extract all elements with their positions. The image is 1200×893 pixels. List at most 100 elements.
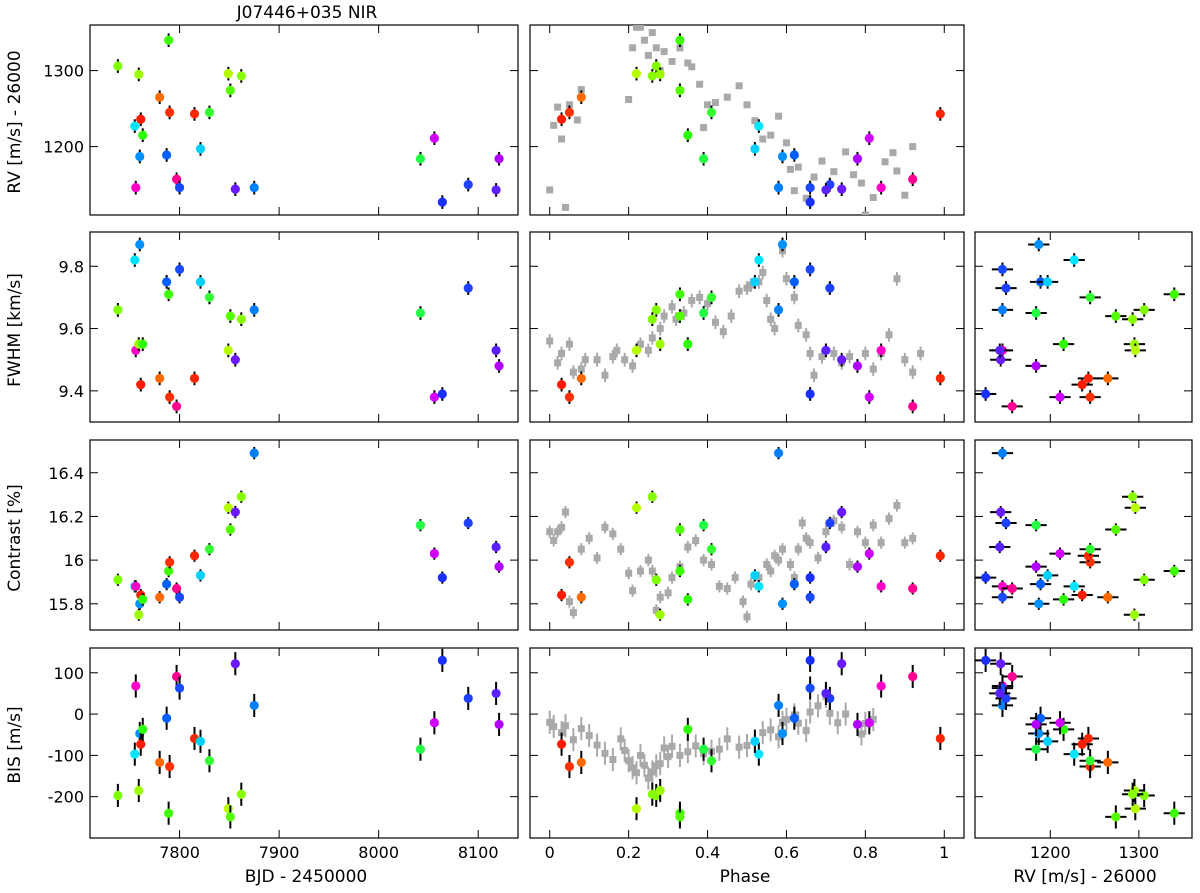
comparison-point — [786, 560, 794, 568]
comparison-point — [794, 321, 802, 329]
points-group — [113, 33, 504, 209]
comparison-point — [814, 554, 822, 562]
data-point — [647, 789, 657, 799]
comparison-point — [810, 173, 818, 181]
data-point — [576, 92, 586, 102]
data-point — [164, 566, 174, 576]
data-point — [204, 292, 215, 303]
x-tick-label: 7800 — [159, 843, 200, 862]
data-point — [1069, 581, 1079, 591]
data-point — [1031, 520, 1041, 530]
data-point — [429, 133, 439, 143]
comparison-point — [636, 751, 644, 759]
data-point — [113, 575, 123, 585]
data-point — [935, 733, 945, 744]
points-group — [546, 648, 945, 829]
data-point — [1083, 373, 1093, 383]
data-point — [564, 107, 575, 117]
data-point — [437, 197, 447, 207]
data-point — [1130, 503, 1140, 513]
data-point — [1043, 570, 1053, 581]
x-tick-label: 7900 — [259, 843, 300, 862]
comparison-point — [558, 523, 566, 531]
comparison-point — [794, 545, 802, 553]
x-tick-label: 8000 — [358, 843, 399, 862]
comparison-point — [743, 101, 751, 109]
comparison-point — [723, 585, 731, 593]
data-point — [754, 255, 764, 265]
comparison-point — [577, 365, 585, 373]
data-point — [162, 150, 172, 160]
comparison-point — [601, 749, 609, 757]
data-point — [1077, 590, 1087, 600]
data-point — [1169, 289, 1179, 299]
comparison-point — [885, 515, 893, 523]
data-point — [675, 289, 685, 299]
comparison-point — [893, 502, 901, 510]
comparison-point — [826, 709, 834, 717]
comparison-point — [656, 325, 664, 333]
data-point — [777, 599, 788, 609]
comparison-point — [751, 117, 759, 125]
ylabel-rv: RV [m/s] - 26000 — [5, 50, 25, 193]
comparison-point — [550, 722, 558, 730]
comparison-point — [775, 733, 783, 741]
data-point — [236, 314, 246, 324]
comparison-point — [771, 552, 779, 560]
comparison-point — [850, 171, 858, 179]
data-point — [174, 183, 185, 193]
data-point — [777, 728, 788, 739]
comparison-point — [818, 353, 826, 361]
comparison-point — [743, 284, 751, 292]
ylabel-contrast: Contrast [%] — [5, 484, 25, 591]
y-tick-label: 15.8 — [48, 595, 84, 614]
comparison-point — [629, 764, 637, 772]
comparison-point — [609, 756, 617, 764]
comparison-point — [790, 293, 798, 301]
panel-fwhm-vs-bjd: 9.4 9.6 9.8 — [59, 231, 519, 423]
comparison-point — [901, 191, 909, 199]
data-point — [236, 71, 246, 81]
comparison-point — [842, 148, 850, 156]
data-point — [908, 671, 918, 682]
comparison-point — [723, 735, 731, 743]
data-point — [415, 744, 426, 754]
data-point — [463, 283, 473, 293]
comparison-point — [901, 539, 909, 547]
comparison-point — [735, 82, 743, 90]
comparison-point — [881, 158, 889, 166]
data-point — [195, 736, 206, 746]
comparison-point — [633, 25, 641, 31]
data-point — [876, 581, 886, 591]
data-point — [134, 610, 144, 620]
data-point — [837, 659, 847, 669]
data-point — [556, 590, 567, 600]
data-point — [706, 292, 717, 303]
comparison-point — [680, 309, 688, 317]
data-point — [825, 283, 835, 293]
data-point — [1139, 575, 1149, 585]
data-point — [864, 548, 874, 559]
comparison-point — [565, 101, 573, 109]
data-point — [631, 503, 642, 513]
data-point — [821, 542, 831, 552]
data-point — [494, 154, 504, 164]
data-point — [852, 719, 863, 730]
data-point — [165, 557, 175, 567]
comparison-point — [727, 312, 735, 320]
data-point — [825, 518, 835, 528]
data-point — [138, 594, 148, 605]
data-point — [750, 144, 760, 154]
data-point — [195, 144, 206, 154]
x-tick-label: 0.2 — [616, 843, 641, 862]
comparison-point — [668, 303, 676, 311]
data-point — [491, 542, 501, 552]
comparison-point — [629, 587, 637, 595]
panel-bis-vs-rv: 1200 1300 — [974, 647, 1193, 862]
data-point — [683, 724, 693, 734]
data-point — [981, 389, 991, 399]
comparison-point — [889, 149, 897, 157]
data-point — [1055, 392, 1065, 402]
comparison-point — [747, 580, 755, 588]
comparison-point — [735, 743, 743, 751]
